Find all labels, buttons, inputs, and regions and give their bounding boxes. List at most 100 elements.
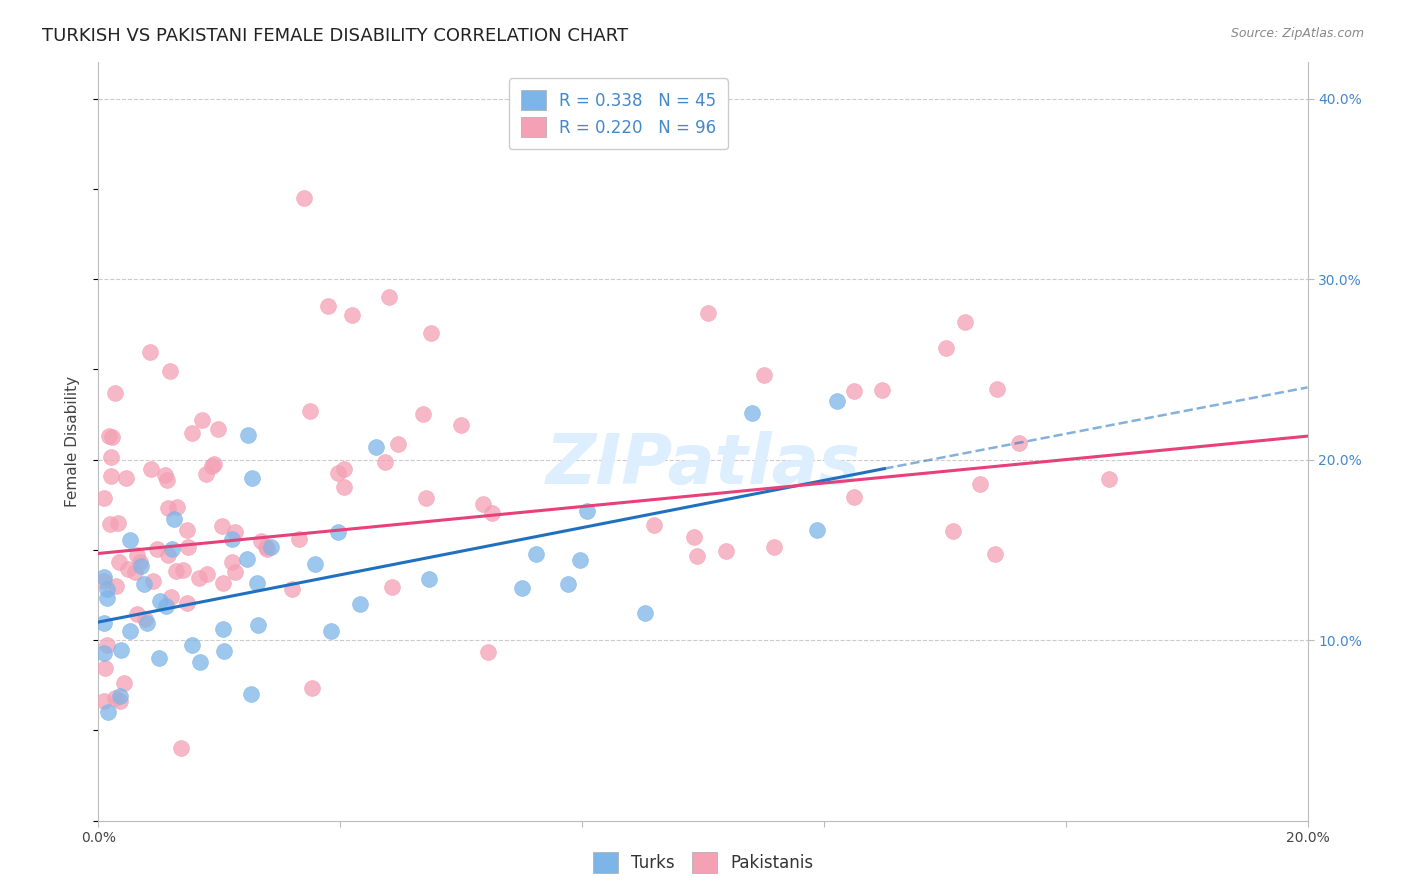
Point <box>212 644 235 658</box>
Point <box>246 575 269 590</box>
Point <box>224 565 246 579</box>
Point <box>762 540 785 554</box>
Point <box>156 473 179 487</box>
Point <box>157 501 180 516</box>
Point <box>450 418 472 433</box>
Point <box>1098 472 1121 486</box>
Point <box>256 541 278 556</box>
Point <box>953 315 976 329</box>
Point <box>260 540 283 554</box>
Point <box>332 462 354 476</box>
Point <box>155 599 177 614</box>
Point <box>191 413 214 427</box>
Point <box>984 547 1007 561</box>
Point <box>159 590 181 604</box>
Point <box>201 458 224 473</box>
Point <box>108 694 131 708</box>
Point <box>100 469 122 483</box>
Point <box>377 290 399 304</box>
Point <box>870 383 893 397</box>
Point <box>134 612 156 626</box>
Point <box>328 525 350 540</box>
Point <box>301 681 323 696</box>
Point <box>212 622 235 636</box>
Point <box>825 393 848 408</box>
Point <box>524 548 547 562</box>
Point <box>97 429 120 443</box>
Point <box>94 661 117 675</box>
Point <box>110 643 132 657</box>
Point <box>240 471 263 485</box>
Point <box>156 548 179 562</box>
Point <box>153 467 176 482</box>
Point <box>418 572 440 586</box>
Point <box>104 385 127 400</box>
Point <box>166 500 188 515</box>
Point <box>127 548 149 562</box>
Point <box>96 638 118 652</box>
Point <box>319 624 342 638</box>
Point <box>806 523 828 537</box>
Point <box>124 566 146 580</box>
Legend: Turks, Pakistanis: Turks, Pakistanis <box>586 846 820 880</box>
Point <box>165 564 187 578</box>
Point <box>221 532 243 546</box>
Point <box>131 559 153 574</box>
Point <box>207 422 229 436</box>
Point <box>93 491 115 506</box>
Point <box>477 644 499 658</box>
Point <box>481 506 503 520</box>
Point <box>510 581 533 595</box>
Point <box>104 579 127 593</box>
Point <box>93 694 115 708</box>
Point <box>98 516 121 531</box>
Point <box>159 364 181 378</box>
Point <box>176 540 198 554</box>
Point <box>1007 436 1029 450</box>
Point <box>381 580 404 594</box>
Point <box>342 308 364 322</box>
Point <box>132 577 155 591</box>
Text: Source: ZipAtlas.com: Source: ZipAtlas.com <box>1230 27 1364 40</box>
Point <box>326 466 349 480</box>
Point <box>316 299 339 313</box>
Point <box>96 591 118 606</box>
Point <box>181 638 204 652</box>
Point <box>842 384 865 398</box>
Point <box>250 534 273 549</box>
Point <box>247 618 270 632</box>
Point <box>374 455 396 469</box>
Point <box>142 574 165 588</box>
Point <box>96 582 118 596</box>
Point <box>188 655 211 669</box>
Point <box>935 341 957 355</box>
Point <box>107 516 129 530</box>
Point <box>176 523 198 537</box>
Point <box>194 467 217 482</box>
Point <box>93 646 115 660</box>
Point <box>139 461 162 475</box>
Point <box>292 191 315 205</box>
Point <box>568 553 591 567</box>
Point <box>176 597 198 611</box>
Point <box>139 345 162 359</box>
Point <box>118 624 141 638</box>
Point <box>202 457 225 471</box>
Point <box>686 549 709 564</box>
Point <box>969 477 991 491</box>
Point <box>148 651 170 665</box>
Point <box>741 406 763 420</box>
Point <box>472 497 495 511</box>
Point <box>683 530 706 544</box>
Point <box>714 543 737 558</box>
Point <box>180 426 202 441</box>
Point <box>575 503 598 517</box>
Point <box>752 368 775 383</box>
Point <box>288 533 311 547</box>
Point <box>93 616 115 631</box>
Point <box>170 741 193 756</box>
Point <box>211 518 233 533</box>
Point <box>163 512 186 526</box>
Point <box>117 562 139 576</box>
Point <box>172 563 194 577</box>
